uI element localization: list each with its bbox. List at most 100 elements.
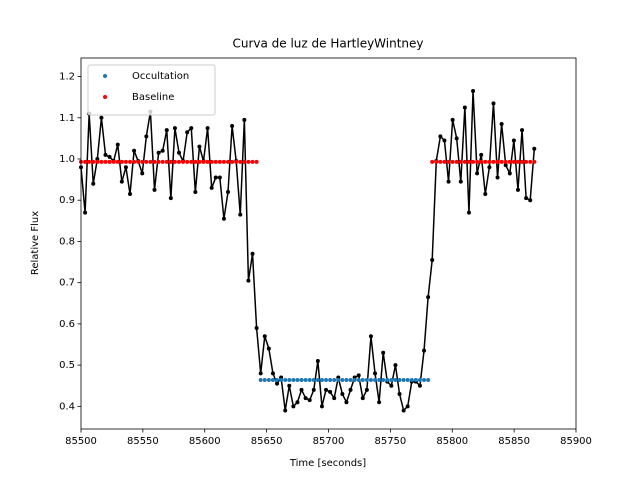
data-point [132,159,137,164]
data-point [185,159,190,164]
data-point [160,159,165,164]
data-point [95,159,100,164]
y-tick-label: 0.9 [59,195,75,206]
data-point [132,148,137,153]
data-point [279,377,284,382]
data-point [332,377,337,382]
data-point [87,159,92,164]
data-point [532,146,537,151]
data-point [340,391,345,396]
data-point [168,159,173,164]
data-point [430,159,435,164]
data-point [144,134,149,139]
data-point [442,159,447,164]
data-point [123,165,128,170]
data-point [291,377,296,382]
data-point [426,377,431,382]
data-point [156,150,161,155]
y-tick-label: 0.4 [59,401,75,412]
legend-label: Baseline [132,92,174,103]
data-point [266,346,271,351]
y-tick-label: 0.8 [59,236,75,247]
data-point [119,179,124,184]
data-point [483,159,488,164]
data-point [197,144,202,149]
y-tick-label: 0.7 [59,278,75,289]
data-point [360,396,365,401]
data-point [520,128,525,133]
data-point [368,334,373,339]
data-point [226,189,231,194]
data-point [287,383,292,388]
data-point [128,192,133,197]
data-point [262,334,267,339]
data-point [258,371,263,376]
data-point [434,159,439,164]
data-point [262,377,267,382]
data-point [483,192,488,197]
data-point [328,377,333,382]
data-point [238,159,243,164]
data-point [344,377,349,382]
data-point [95,156,100,161]
data-point [266,377,271,382]
data-point [307,398,312,403]
data-point [172,159,177,164]
data-point [119,159,124,164]
data-point [99,115,104,120]
data-point [193,159,198,164]
data-point [230,124,235,129]
y-tick-label: 1.2 [59,72,75,83]
data-point [356,373,361,378]
data-point [152,187,157,192]
data-point [230,159,235,164]
data-point [193,189,198,194]
data-point [360,377,365,382]
data-point [197,159,202,164]
data-point [475,171,480,176]
data-point [283,408,288,413]
data-point [524,196,529,201]
data-point [503,163,508,168]
data-point [491,159,496,164]
data-point [438,159,443,164]
data-point [136,159,141,164]
data-point [213,175,218,180]
data-point [234,159,239,164]
data-point [217,159,222,164]
data-point [299,387,304,392]
data-point [520,159,525,164]
data-point [417,383,422,388]
data-point [205,126,210,131]
data-point [405,404,410,409]
legend-box [87,64,216,116]
data-point [209,159,214,164]
data-point [91,181,96,186]
data-point [189,126,194,131]
data-point [115,159,120,164]
data-point [324,387,329,392]
data-point [528,159,533,164]
data-point [377,377,382,382]
data-point [270,377,275,382]
data-point [479,159,484,164]
data-point [495,159,500,164]
data-point [205,159,210,164]
data-point [340,377,345,382]
data-point [528,198,533,203]
data-point [364,377,369,382]
data-point [381,350,386,355]
data-point [499,121,504,126]
data-point [348,377,353,382]
data-point [479,152,484,157]
data-point [295,377,300,382]
data-point [393,363,398,368]
data-point [185,130,190,135]
data-point [344,400,349,405]
data-point [324,377,329,382]
data-point [107,159,112,164]
data-point [511,159,516,164]
data-point [422,377,427,382]
data-point [471,159,476,164]
data-point [299,377,304,382]
